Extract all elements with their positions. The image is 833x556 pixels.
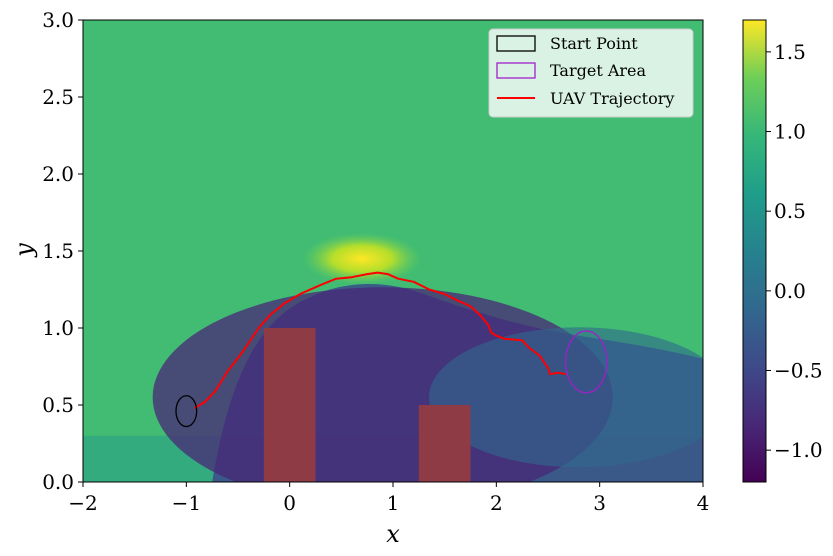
x-tick-label: −1 <box>172 491 201 515</box>
x-tick-label: 2 <box>490 491 503 515</box>
legend: Start Point Target Area UAV Trajectory <box>488 28 694 118</box>
y-tick-label: 2.5 <box>42 85 74 109</box>
x-tick-label: −2 <box>68 491 97 515</box>
legend-box <box>488 28 694 118</box>
y-tick-label: 0.5 <box>42 393 74 417</box>
colorbar-tick-label: −1.0 <box>774 438 823 462</box>
field-downstream-region <box>429 327 703 468</box>
target-area-marker <box>564 330 608 394</box>
y-tick-label: 2.0 <box>42 162 74 186</box>
colorbar-tick-label: 1.5 <box>774 40 806 64</box>
legend-swatch-start-point <box>496 35 536 52</box>
legend-swatch-target-area <box>496 62 536 79</box>
colorbar-tick-label: 1.0 <box>774 120 806 144</box>
y-axis-ticks: 0.0 0.5 1.0 1.5 2.0 2.5 3.0 <box>42 8 83 494</box>
x-tick-label: 3 <box>593 491 606 515</box>
x-tick-label: 1 <box>387 491 400 515</box>
y-tick-label: 1.0 <box>42 316 74 340</box>
y-axis-label: y <box>10 243 38 258</box>
x-axis-label: x <box>386 520 400 548</box>
x-tick-label: 4 <box>697 491 710 515</box>
obstacle-1 <box>263 328 316 482</box>
colorbar-tick-label: −0.5 <box>774 358 823 382</box>
legend-label-target-area: Target Area <box>550 61 647 80</box>
colorbar: −1.0 −0.5 0.0 0.5 1.0 1.5 <box>742 19 823 483</box>
colorbar-ticks: −1.0 −0.5 0.0 0.5 1.0 1.5 <box>766 40 823 462</box>
colorbar-gradient <box>742 19 767 483</box>
y-tick-label: 3.0 <box>42 8 74 32</box>
legend-label-uav-trajectory: UAV Trajectory <box>550 89 674 108</box>
field-high-speed-region <box>302 232 422 285</box>
x-axis-ticks: −2 −1 0 1 2 3 4 <box>68 482 709 515</box>
obstacle-2 <box>418 405 471 482</box>
plot-marks <box>175 271 608 482</box>
colorbar-tick-label: 0.0 <box>774 279 806 303</box>
legend-label-start-point: Start Point <box>550 34 638 53</box>
y-tick-label: 1.5 <box>42 239 74 263</box>
colorbar-tick-label: 0.5 <box>774 199 806 223</box>
uav-trajectory-line <box>194 271 566 409</box>
y-tick-label: 0.0 <box>42 470 74 494</box>
start-point-marker <box>175 395 198 428</box>
x-tick-label: 0 <box>283 491 296 515</box>
